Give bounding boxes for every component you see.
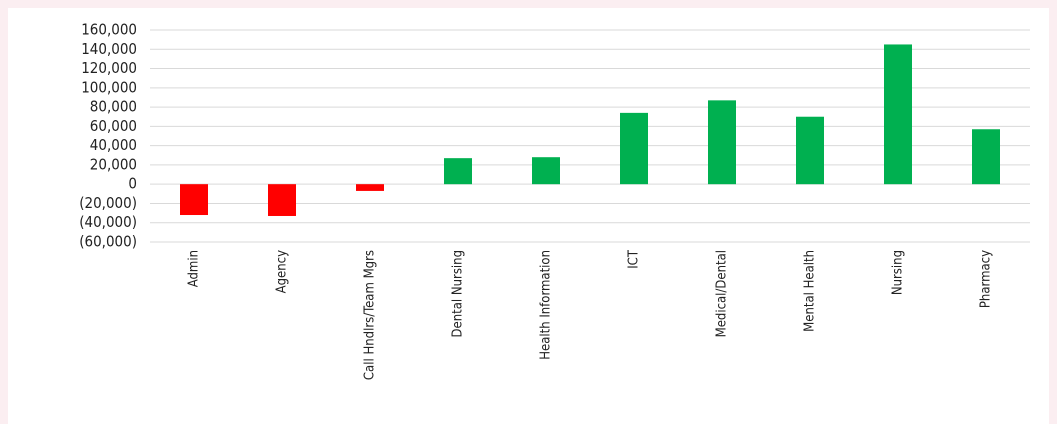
x-tick-label: Health Information [539, 250, 554, 360]
x-tick-label: Pharmacy [979, 250, 994, 308]
y-tick-label: 20,000 [90, 155, 137, 173]
x-tick-label: Nursing [891, 250, 906, 295]
x-tick-label: Agency [275, 250, 290, 293]
bar [180, 184, 208, 216]
plot-background [8, 8, 1049, 424]
bar [796, 116, 824, 185]
y-tick-label: (60,000) [79, 233, 137, 251]
y-tick-label: (20,000) [79, 194, 137, 212]
y-tick-label: 40,000 [90, 136, 137, 154]
x-tick-label: Call Hndlrs/Team Mgrs [363, 250, 378, 380]
bar [708, 100, 736, 185]
bar [444, 158, 472, 185]
bar [620, 112, 648, 185]
y-tick-label: 100,000 [81, 78, 137, 96]
y-tick-label: 80,000 [90, 98, 137, 116]
x-tick-label: Medical/Dental [715, 250, 730, 337]
bar [532, 157, 560, 185]
bar [884, 44, 912, 185]
y-tick-label: 0 [128, 175, 137, 193]
x-tick-label: Dental Nursing [451, 250, 466, 337]
x-tick-label: Mental Health [803, 250, 818, 332]
bar [356, 184, 384, 191]
y-tick-label: 60,000 [90, 117, 137, 135]
x-tick-label: Admin [187, 250, 202, 287]
y-tick-label: 120,000 [81, 59, 137, 77]
bar [268, 184, 296, 216]
y-tick-label: 140,000 [81, 40, 137, 58]
y-tick-label: 160,000 [81, 21, 137, 39]
y-tick-label: (40,000) [79, 213, 137, 231]
x-tick-label: ICT [627, 249, 642, 269]
bar [972, 129, 1000, 185]
